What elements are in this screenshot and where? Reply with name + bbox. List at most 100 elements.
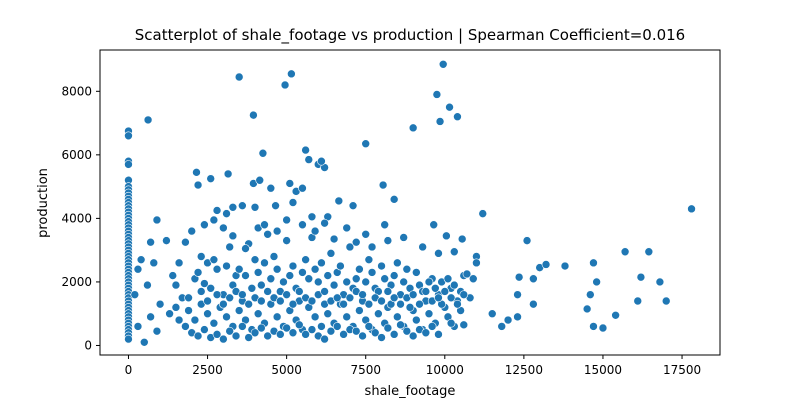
- data-point: [298, 220, 307, 230]
- data-point: [342, 277, 352, 287]
- data-point: [255, 175, 265, 185]
- data-point: [285, 179, 295, 188]
- y-tick-label: 8000: [61, 84, 92, 98]
- data-point: [146, 312, 155, 322]
- data-point: [247, 283, 257, 293]
- data-point: [497, 322, 507, 331]
- data-point: [405, 303, 415, 312]
- data-point: [219, 299, 228, 309]
- data-point: [431, 283, 440, 293]
- data-point: [231, 331, 241, 341]
- data-point: [317, 258, 326, 268]
- data-point: [355, 306, 364, 315]
- data-point: [361, 229, 371, 239]
- data-point: [374, 309, 383, 319]
- data-point: [513, 312, 522, 322]
- x-tick-label: 7500: [350, 363, 381, 377]
- data-point: [206, 283, 216, 293]
- data-point: [393, 312, 402, 322]
- data-point: [298, 183, 307, 193]
- x-tick-label: 10000: [426, 363, 464, 377]
- data-point: [279, 277, 288, 287]
- data-point: [383, 287, 393, 296]
- data-point: [446, 318, 456, 328]
- data-point: [377, 333, 386, 342]
- data-point: [222, 261, 231, 271]
- data-point: [307, 325, 317, 334]
- data-point: [421, 287, 431, 296]
- data-point: [209, 255, 219, 264]
- data-point: [250, 255, 260, 264]
- data-point: [276, 330, 285, 339]
- data-point: [434, 293, 443, 303]
- data-point: [402, 326, 412, 336]
- data-point: [370, 328, 380, 338]
- data-point: [276, 296, 285, 306]
- data-point: [298, 268, 307, 277]
- data-point: [288, 198, 298, 207]
- data-point: [424, 309, 434, 319]
- data-point: [257, 323, 266, 333]
- data-point: [174, 315, 184, 325]
- data-point: [429, 220, 439, 230]
- data-point: [288, 261, 298, 271]
- data-point: [351, 237, 361, 247]
- data-point: [184, 293, 193, 303]
- data-point: [396, 320, 405, 330]
- data-point: [326, 249, 336, 258]
- data-point: [250, 202, 260, 212]
- data-point: [304, 155, 314, 164]
- data-point: [228, 202, 238, 212]
- data-point: [440, 287, 450, 296]
- data-point: [146, 237, 155, 247]
- data-point: [361, 139, 371, 149]
- data-point: [263, 331, 272, 341]
- data-point: [589, 322, 598, 331]
- data-point: [355, 264, 364, 274]
- data-point: [219, 334, 228, 344]
- data-point: [620, 247, 630, 257]
- data-point: [408, 290, 418, 299]
- data-point: [389, 271, 399, 280]
- data-point: [155, 299, 165, 309]
- data-point: [124, 160, 133, 169]
- x-tick-label: 0: [125, 363, 133, 377]
- data-point: [342, 312, 352, 322]
- data-point: [260, 220, 269, 230]
- x-tick-label: 17500: [663, 363, 701, 377]
- data-point: [582, 304, 592, 314]
- data-point: [445, 102, 454, 112]
- data-point: [541, 260, 551, 269]
- data-point: [263, 287, 272, 296]
- data-point: [334, 196, 344, 206]
- data-point: [412, 315, 421, 325]
- data-point: [253, 309, 263, 319]
- data-point: [317, 156, 326, 166]
- y-axis-label: production: [36, 168, 51, 238]
- data-point: [244, 299, 253, 309]
- data-point: [644, 247, 654, 257]
- data-point: [364, 255, 374, 264]
- data-point: [272, 264, 282, 274]
- data-point: [661, 296, 671, 306]
- data-point: [560, 261, 570, 271]
- data-point: [212, 290, 222, 299]
- data-point: [285, 271, 295, 280]
- y-tick-label: 4000: [61, 211, 92, 225]
- y-axis: 0 2000 4000 6000 8000: [61, 84, 100, 352]
- data-point: [171, 303, 181, 312]
- data-point: [304, 274, 314, 284]
- data-point: [402, 264, 412, 274]
- data-point: [339, 330, 348, 339]
- data-point: [633, 296, 643, 306]
- data-point: [263, 229, 272, 239]
- data-point: [449, 280, 459, 290]
- x-tick-label: 15000: [584, 363, 622, 377]
- data-point: [212, 206, 222, 215]
- data-point: [294, 320, 304, 330]
- data-point: [209, 318, 219, 328]
- data-point: [143, 280, 152, 290]
- data-point: [611, 310, 620, 320]
- data-point: [592, 277, 601, 287]
